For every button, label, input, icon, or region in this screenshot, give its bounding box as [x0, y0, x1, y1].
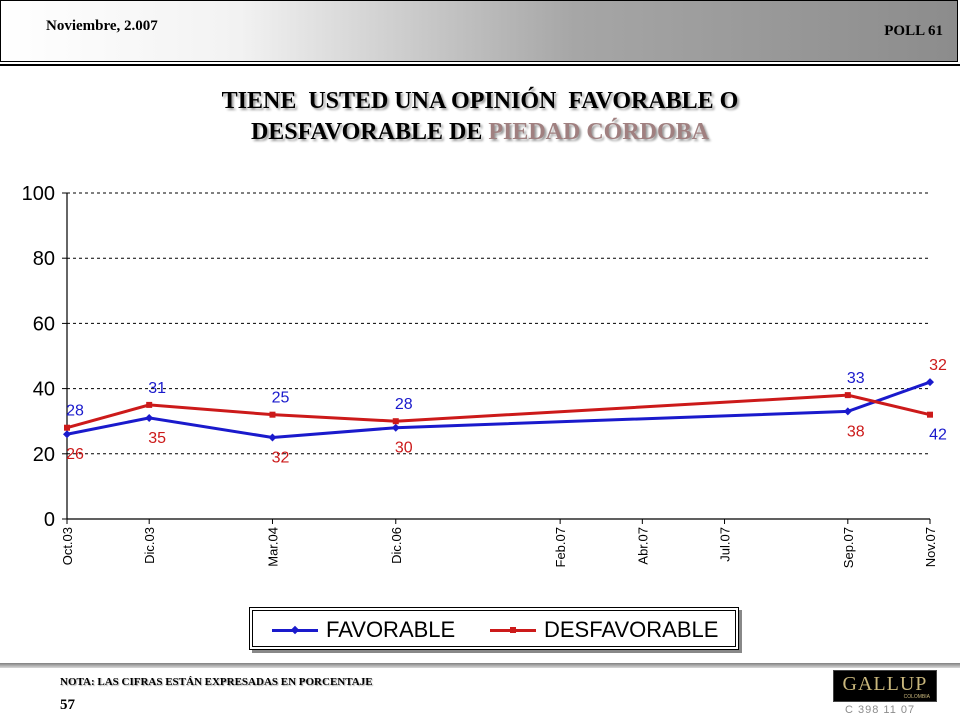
header-bar: Noviembre, 2.007 POLL 61 [0, 0, 958, 62]
page-number: 57 [60, 697, 75, 713]
data-label: 32 [272, 450, 290, 467]
data-point [844, 392, 851, 399]
data-point [268, 433, 277, 442]
y-tick-label: 20 [33, 444, 55, 466]
x-tick-label: Nov.07 [923, 527, 938, 567]
chart-legend: FAVORABLE DESFAVORABLE [249, 607, 739, 650]
data-label: 35 [148, 430, 166, 447]
y-tick-label: 80 [33, 248, 55, 270]
data-label: 28 [395, 396, 413, 413]
x-tick-label: Dic.03 [142, 527, 157, 564]
series-line-favorable [66, 380, 931, 440]
data-label: 32 [929, 357, 947, 374]
legend-label-desfavorable: DESFAVORABLE [544, 617, 719, 642]
footnote: NOTA: LAS CIFRAS ESTÁN EXPRESADAS EN POR… [60, 676, 373, 688]
chart-title-subject: PIEDAD CÓRDOBA [488, 119, 710, 145]
data-point [145, 413, 154, 422]
x-tick-label: Abr.07 [635, 527, 650, 565]
legend-marker-desfavorable [510, 627, 516, 633]
logo-text: GALLUP [842, 673, 928, 695]
data-point [391, 423, 400, 432]
data-point [63, 430, 71, 439]
data-label: 42 [929, 427, 947, 444]
series-line-desfavorable [66, 393, 931, 430]
data-label: 38 [847, 423, 865, 440]
x-tick-label: Sep.07 [841, 527, 856, 568]
data-label: 26 [66, 446, 84, 463]
chart-title-prefix: DESFAVORABLE DE [250, 119, 489, 145]
x-tick-label: Feb.07 [553, 527, 568, 567]
chart-title-line2: DESFAVORABLE DE PIEDAD CÓRDOBA [0, 117, 960, 148]
data-label: 33 [847, 370, 865, 387]
report-date: Noviembre, 2.007 [46, 18, 158, 34]
y-tick-label: 0 [44, 509, 55, 531]
data-point [146, 401, 153, 408]
poll-number: POLL 61 [884, 23, 943, 39]
data-point [843, 407, 852, 416]
data-point [269, 411, 276, 418]
data-point [392, 418, 399, 425]
header-divider [0, 64, 960, 66]
data-point [927, 411, 933, 418]
legend-label-favorable: FAVORABLE [326, 617, 456, 642]
y-tick-label: 40 [33, 379, 55, 401]
line-chart: 0 20 40 60 80 100 Oct.03 Dic.03 Mar.04 Dic.06 Feb.… [22, 183, 947, 568]
chart-title-line1: TIENE USTED UNA OPINIÓN FAVORABLE O [221, 88, 739, 114]
footer-divider [0, 663, 960, 668]
data-point [926, 378, 934, 387]
x-tick-label: Dic.06 [389, 527, 404, 564]
x-tick-label: Mar.04 [265, 527, 280, 567]
x-tick-label: Jul.07 [718, 527, 733, 562]
legend-inner-border [252, 610, 736, 647]
data-label: 25 [272, 390, 290, 407]
y-tick-label: 100 [22, 183, 55, 205]
logo-subtext: COLOMBIA [903, 694, 930, 700]
y-tick-label: 60 [33, 313, 55, 335]
x-tick-label: Oct.03 [60, 527, 75, 565]
data-label: 31 [148, 380, 166, 397]
document-code: C 398 11 07 [845, 704, 916, 716]
data-point [64, 424, 70, 431]
chart-title: TIENE USTED UNA OPINIÓN FAVORABLE O DESF… [0, 86, 960, 148]
data-label: 28 [66, 403, 84, 420]
data-label: 30 [395, 440, 413, 457]
gallup-logo: GALLUP COLOMBIA [833, 670, 937, 702]
